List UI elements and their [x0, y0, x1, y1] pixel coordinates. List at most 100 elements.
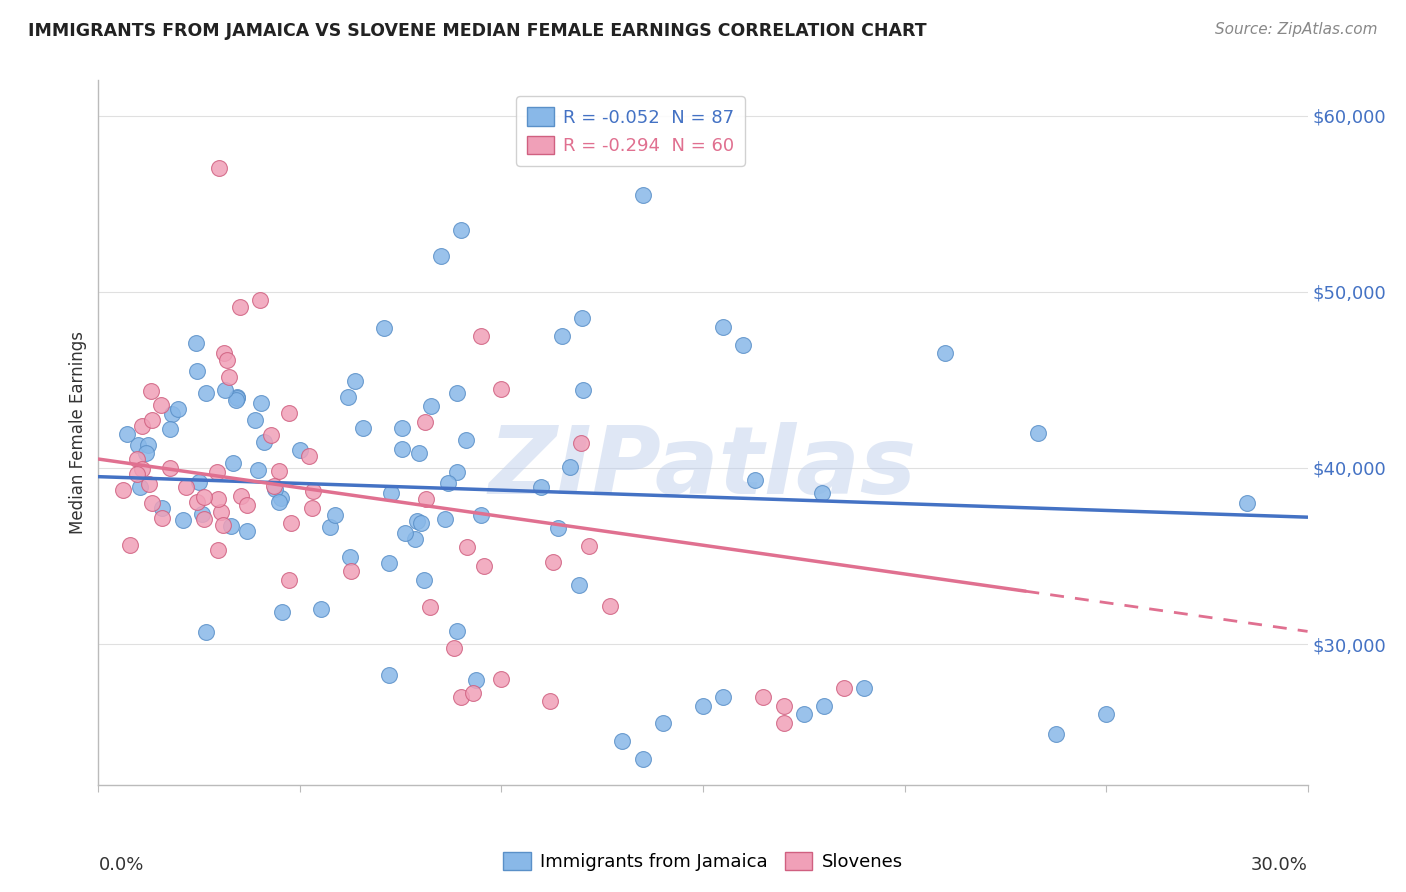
Point [568, 578, 591, 592]
Point [391, 421, 413, 435]
Legend: Immigrants from Jamaica, Slovenes: Immigrants from Jamaica, Slovenes [496, 845, 910, 879]
Point [309, 601, 332, 615]
Point [464, 673, 486, 687]
Point [184, 336, 207, 351]
Point [336, 390, 359, 404]
Point [446, 624, 468, 638]
Point [378, 556, 401, 570]
Point [222, 456, 245, 470]
Point [225, 393, 247, 408]
Point [412, 573, 434, 587]
Point [711, 690, 734, 704]
Point [267, 495, 290, 509]
Point [446, 386, 468, 401]
Point [772, 698, 794, 713]
Point [391, 442, 413, 457]
Point [456, 540, 478, 554]
Point [301, 500, 323, 515]
Point [267, 465, 290, 479]
Point [344, 374, 367, 388]
Point [125, 467, 148, 482]
Point [236, 498, 259, 512]
Point [437, 476, 460, 491]
Point [319, 520, 342, 534]
Point [186, 363, 208, 377]
Point [373, 321, 395, 335]
Point [793, 707, 815, 722]
Point [229, 489, 252, 503]
Point [631, 751, 654, 765]
Point [229, 300, 252, 314]
Point [226, 391, 249, 405]
Point [470, 508, 492, 522]
Point [135, 446, 157, 460]
Point [456, 433, 478, 447]
Point [172, 513, 194, 527]
Point [131, 462, 153, 476]
Point [934, 346, 956, 360]
Point [150, 511, 173, 525]
Point [264, 482, 287, 496]
Point [195, 386, 218, 401]
Point [413, 415, 436, 429]
Point [260, 428, 283, 442]
Point [853, 681, 876, 695]
Point [214, 383, 236, 397]
Point [832, 681, 855, 695]
Point [578, 539, 600, 553]
Point [612, 734, 634, 748]
Point [125, 452, 148, 467]
Point [193, 512, 215, 526]
Point [813, 698, 835, 713]
Point [547, 521, 569, 535]
Point [340, 564, 363, 578]
Point [301, 484, 323, 499]
Point [443, 641, 465, 656]
Point [246, 462, 269, 476]
Point [207, 491, 229, 506]
Point [405, 532, 427, 546]
Text: 0.0%: 0.0% [98, 856, 143, 874]
Point [298, 450, 321, 464]
Point [419, 599, 441, 614]
Point [138, 477, 160, 491]
Point [529, 479, 551, 493]
Point [167, 401, 190, 416]
Point [236, 524, 259, 538]
Point [408, 446, 430, 460]
Point [209, 505, 232, 519]
Point [472, 559, 495, 574]
Legend: R = -0.052  N = 87, R = -0.294  N = 60: R = -0.052 N = 87, R = -0.294 N = 60 [516, 96, 745, 166]
Point [249, 293, 271, 308]
Text: Source: ZipAtlas.com: Source: ZipAtlas.com [1215, 22, 1378, 37]
Point [1095, 707, 1118, 722]
Point [159, 461, 181, 475]
Point [599, 599, 621, 613]
Point [491, 382, 513, 396]
Point [1028, 426, 1050, 441]
Point [290, 443, 312, 458]
Point [120, 538, 142, 552]
Point [253, 435, 276, 450]
Point [225, 391, 247, 405]
Point [631, 187, 654, 202]
Point [141, 413, 163, 427]
Point [136, 437, 159, 451]
Point [271, 605, 294, 619]
Point [162, 407, 184, 421]
Point [733, 337, 755, 351]
Point [245, 413, 267, 427]
Point [430, 250, 453, 264]
Point [141, 384, 163, 399]
Point [186, 494, 208, 508]
Point [112, 483, 135, 497]
Point [692, 698, 714, 713]
Point [651, 716, 673, 731]
Point [219, 518, 242, 533]
Text: 30.0%: 30.0% [1251, 856, 1308, 874]
Point [572, 383, 595, 397]
Point [141, 496, 163, 510]
Point [263, 479, 285, 493]
Point [406, 514, 429, 528]
Point [270, 491, 292, 505]
